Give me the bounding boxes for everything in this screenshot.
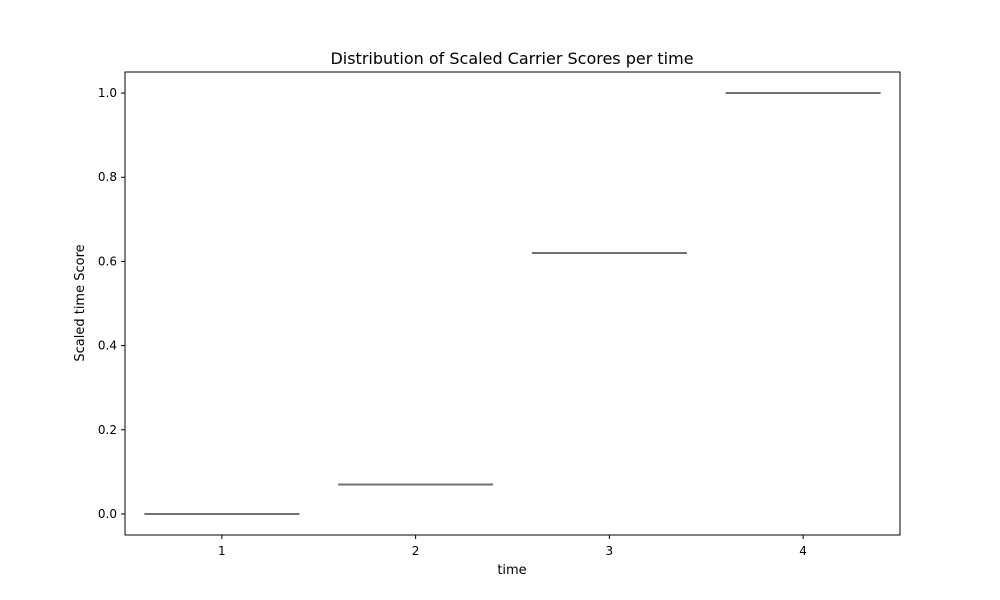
y-tick-label: 1.0 (98, 86, 117, 100)
x-tick-label: 2 (412, 544, 420, 558)
x-tick-label: 1 (218, 544, 226, 558)
box-series (144, 92, 881, 515)
y-axis: 0.0 0.2 0.4 0.6 0.8 1.0 (98, 86, 125, 521)
x-axis-label: time (497, 563, 526, 578)
x-tick-label: 3 (606, 544, 614, 558)
y-tick-label: 0.2 (98, 423, 117, 437)
y-tick-label: 0.6 (98, 254, 117, 268)
y-tick-label: 0.0 (98, 507, 117, 521)
y-tick-label: 0.4 (98, 339, 117, 353)
chart-title: Distribution of Scaled Carrier Scores pe… (330, 49, 693, 68)
x-tick-label: 4 (799, 544, 807, 558)
y-axis-label: Scaled time Score (73, 244, 88, 361)
x-axis: 1 2 3 4 (218, 535, 807, 558)
y-tick-label: 0.8 (98, 170, 117, 184)
plot-area (124, 71, 901, 536)
